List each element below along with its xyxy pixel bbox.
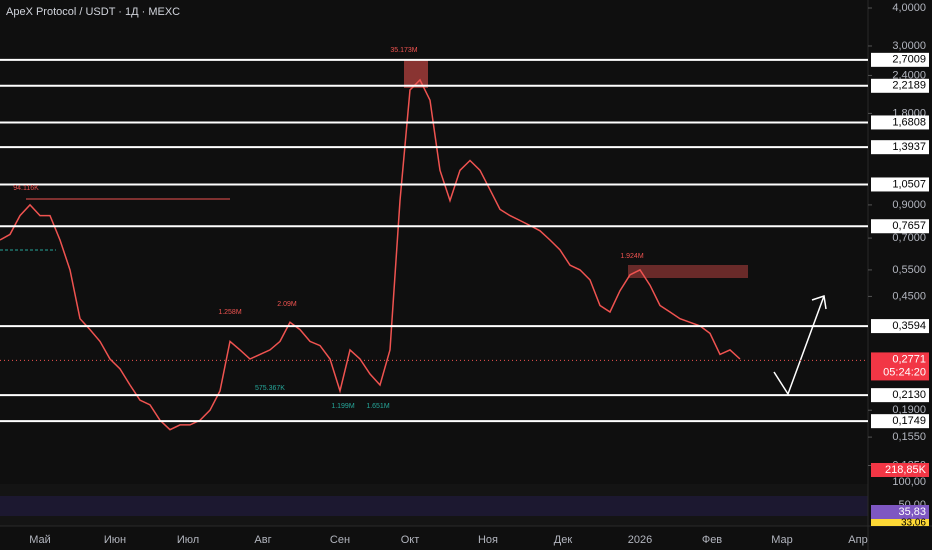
rsi-ma-box	[871, 519, 929, 526]
level-label-box	[871, 319, 929, 334]
countdown: 05:24:20	[883, 366, 926, 378]
x-tick-label: Май	[29, 534, 51, 546]
level-label-box	[871, 219, 929, 234]
x-tick-label: Мар	[771, 534, 793, 546]
annotation: 1.258M	[218, 309, 242, 316]
y-tick-label: 4,0000	[892, 2, 926, 14]
arrow	[773, 295, 825, 396]
annotation: 575.367K	[255, 385, 285, 392]
level-label: 0,1749	[892, 415, 926, 427]
rsi-top: 100,00	[892, 476, 926, 488]
volume-box	[871, 463, 929, 477]
x-tick-label: Окт	[401, 534, 420, 546]
level-label: 0,2130	[892, 389, 926, 401]
x-tick-label: Ноя	[478, 534, 498, 546]
y-tick-label: 3,0000	[892, 40, 926, 52]
x-tick-label: Апр	[848, 534, 867, 546]
current-price-label: 0,2771	[892, 353, 926, 365]
level-label-box	[871, 78, 929, 93]
level-label: 1,0507	[892, 178, 926, 190]
level-label-box	[871, 52, 929, 67]
x-tick-label: Июн	[104, 534, 126, 546]
chart-title: ApeX Protocol / USDT · 1Д · MEXC	[6, 6, 180, 18]
rsi-label: 35,83	[898, 506, 926, 518]
arrow-head	[811, 295, 827, 310]
y-tick-label: 0,9000	[892, 199, 926, 211]
x-tick-label: Дек	[554, 534, 573, 546]
price-line	[0, 78, 741, 431]
x-tick-label: Фев	[702, 534, 722, 546]
y-tick-label: 0,1550	[892, 431, 926, 443]
level-label: 1,3937	[892, 141, 926, 153]
rsi-band	[0, 496, 868, 516]
level-label: 1,6808	[892, 116, 926, 128]
level-label: 0,7657	[892, 220, 926, 232]
y-tick-label: 0,4500	[892, 290, 926, 302]
annotation: 35.173M	[390, 47, 417, 54]
level-label: 0,3594	[892, 320, 926, 332]
level-label: 2,7009	[892, 54, 926, 66]
level-label-box	[871, 115, 929, 130]
annotation: 1.199M	[331, 403, 355, 410]
level-label-box	[871, 177, 929, 192]
y-tick-label: 0,5500	[892, 264, 926, 276]
level-label-box	[871, 388, 929, 403]
annotation: 1.924M	[620, 253, 644, 260]
annotation: 2.09M	[277, 301, 297, 308]
level-label-box	[871, 140, 929, 155]
annotation: 1.651M	[366, 403, 390, 410]
rsi-ma-label: 33,06	[901, 518, 926, 529]
level-label-box	[871, 414, 929, 429]
x-tick-label: Авг	[254, 534, 271, 546]
y-tick-label: 2,4000	[892, 69, 926, 81]
zone	[628, 265, 748, 278]
annotation: 94.116K	[13, 185, 39, 192]
rsi-box	[871, 505, 929, 519]
x-tick-label: Июл	[177, 534, 199, 546]
y-tick-label: 0,1900	[892, 404, 926, 416]
x-tick-label: 2026	[628, 534, 652, 546]
level-label: 2,2189	[892, 80, 926, 92]
y-tick-label: 0,7000	[892, 232, 926, 244]
x-tick-label: Сен	[330, 534, 350, 546]
current-price-box	[871, 352, 929, 381]
volume-label: 218,85K	[885, 464, 927, 476]
